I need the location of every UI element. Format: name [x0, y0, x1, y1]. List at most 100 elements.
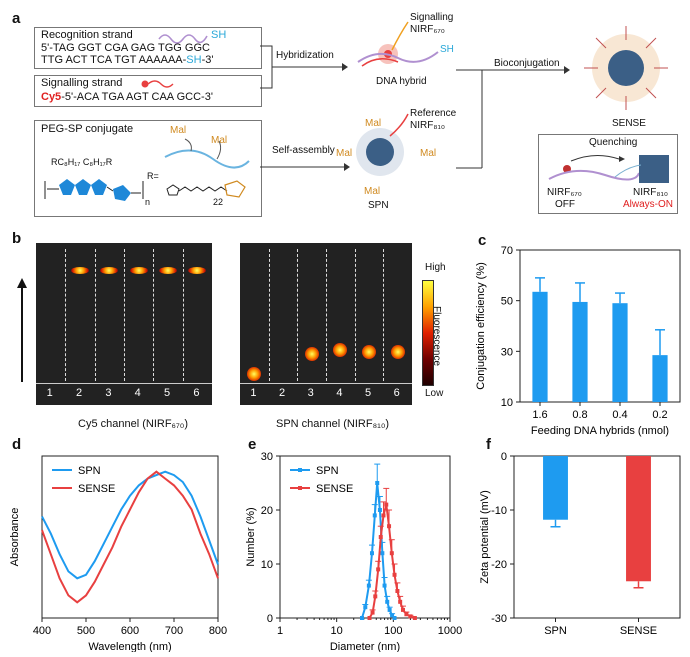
peg-side-chain: RC₈H₁₇ C₈H₁₇R — [51, 157, 113, 167]
peg-mal-2: Mal — [211, 135, 228, 146]
size-distribution-chart: 1 10 100 1000 0 10 20 30 SPN SENSE Number (%) Diame… — [245, 451, 462, 652]
y-tick-label: -30 — [491, 613, 507, 625]
y-tick-label: 70 — [501, 245, 513, 257]
data-point-sense — [367, 616, 372, 620]
bioconjugation-label: Bioconjugation — [494, 58, 560, 69]
cy5-gel-image: 1 2 3 4 5 6 — [36, 243, 212, 405]
data-point-sense — [400, 607, 405, 612]
x-tick-label: SENSE — [620, 625, 657, 637]
series-line-spn — [41, 470, 219, 580]
cy5-lane-divider — [65, 249, 67, 381]
data-point-sense — [412, 616, 417, 620]
data-point-spn — [380, 551, 385, 556]
peg-repeat-22: 22 — [213, 197, 224, 207]
plot-frame — [279, 455, 451, 619]
quenching-label: Quenching — [589, 137, 638, 148]
dna-hybrid-label: DNA hybrid — [376, 76, 427, 87]
spn-mal-left: Mal — [336, 148, 353, 159]
signalling-label-2: NIRF₆₇₀ — [410, 24, 445, 35]
series-line-spn — [361, 482, 396, 619]
spn-lane-number: 5 — [365, 387, 372, 399]
bioconjugation-bracket — [456, 66, 570, 169]
cy5-band — [159, 267, 177, 274]
x-tick-label: 400 — [33, 625, 51, 637]
data-point-sense — [387, 524, 392, 529]
data-point-sense — [381, 513, 386, 518]
cy5-lane-number: 3 — [105, 387, 112, 399]
spn-band — [333, 343, 348, 357]
spn-nanoparticle-icon — [356, 113, 409, 176]
hybridization-bracket — [260, 45, 348, 89]
panel-label-e: e — [248, 436, 257, 453]
x-tick-label: 600 — [121, 625, 139, 637]
spn-mal-bottom: Mal — [364, 186, 381, 197]
sense-nanoparticle-icon — [584, 26, 668, 110]
always-on-label: Always-ON — [623, 199, 674, 210]
x-tick-label: 1 — [277, 625, 283, 637]
data-point-spn — [372, 513, 377, 518]
data-point-sense — [376, 567, 381, 572]
x-tick-label: 100 — [384, 625, 402, 637]
fluorescence-colorbar — [422, 280, 434, 386]
x-tick-label: 1000 — [438, 625, 462, 637]
cy5-band — [71, 267, 89, 274]
x-tick-label: SPN — [544, 625, 567, 637]
y-tick-label: 10 — [501, 397, 513, 409]
legend-label-sense: SENSE — [316, 483, 353, 495]
absorbance-chart: 400 500 600 700 800 SPN SENSE Absorbance Wavelen… — [9, 455, 227, 652]
signalling-strand-icon — [141, 80, 174, 88]
recognition-strand-box: Recognition strand SH 5'-TAG GGT CGA GAG… — [34, 27, 262, 69]
peg-mal-1: Mal — [170, 125, 187, 136]
recognition-title: Recognition strand — [41, 29, 133, 41]
spn-lane-number: 1 — [250, 387, 257, 399]
data-point-sense — [389, 551, 394, 556]
spn-band — [304, 347, 319, 361]
recognition-strand-icon — [158, 34, 208, 44]
y-axis-label: Conjugation efficiency (%) — [475, 262, 487, 390]
peg-sp-title: PEG-SP conjugate — [41, 123, 134, 135]
peg-polymer-icon — [164, 138, 250, 169]
spn-lane-divider — [268, 249, 270, 381]
recognition-seq-line1: 5'-TAG GGT CGA GAG TGG GGC — [41, 42, 210, 54]
quenching-box: Quenching NIRF₆₇₀ OFF NIRF₈₁₀ Always-ON — [538, 134, 678, 214]
bar — [626, 456, 651, 582]
data-point-spn — [369, 551, 374, 556]
recognition-sh: SH — [211, 29, 227, 41]
cy5-lane-number: 1 — [46, 387, 53, 399]
scale-low-label: Low — [425, 388, 444, 399]
y-tick-label: 0 — [501, 451, 507, 463]
spn-lane-divider — [383, 249, 385, 381]
spn-well-line — [240, 383, 412, 384]
spn-label: SPN — [368, 200, 389, 211]
legend-label-spn: SPN — [78, 465, 101, 477]
spn-lane-number: 2 — [279, 387, 286, 399]
panel-label-a: a — [12, 10, 21, 27]
y-tick-label: 20 — [261, 505, 273, 517]
hybrid-sh: SH — [440, 44, 454, 55]
cy5-channel-caption: Cy5 channel (NIRF₆₇₀) — [78, 418, 188, 430]
recognition-seq-line2: TTG ACT TCA TGT AAAAAA-SH-3' — [41, 54, 214, 66]
signalling-strand-box: Signalling strand Cy5-5'-ACA TGA AGT CAA… — [34, 75, 262, 107]
panel-label-d: d — [12, 436, 22, 453]
signalling-title: Signalling strand — [41, 77, 123, 89]
y-tick-label: -20 — [491, 559, 507, 571]
cy5-lane-number: 4 — [134, 387, 141, 399]
cy5-lane-number: 5 — [164, 387, 171, 399]
cy5-lane-divider — [94, 249, 96, 381]
x-tick-label: 0.2 — [652, 409, 667, 421]
peg-sp-structure — [44, 179, 246, 201]
self-assembly-arrow — [260, 163, 350, 171]
x-tick-label: 500 — [77, 625, 95, 637]
sense-label: SENSE — [612, 118, 646, 129]
off-label: OFF — [555, 199, 575, 210]
signalling-seq: Cy5-5'-ACA TGA AGT CAA GCC-3' — [41, 91, 213, 103]
series-line-sense — [41, 470, 219, 604]
zeta-potential-chart: -30 -20 -10 0 SPN SENSE Zeta potential (mV) — [479, 451, 681, 637]
data-point-spn — [387, 607, 392, 612]
plot-frame — [513, 455, 681, 619]
bar — [543, 456, 568, 520]
x-axis-label: Wavelength (nm) — [88, 641, 171, 652]
spn-mal-top: Mal — [365, 118, 382, 129]
cy5-lane-divider — [124, 249, 125, 381]
plot-frame — [519, 249, 681, 403]
